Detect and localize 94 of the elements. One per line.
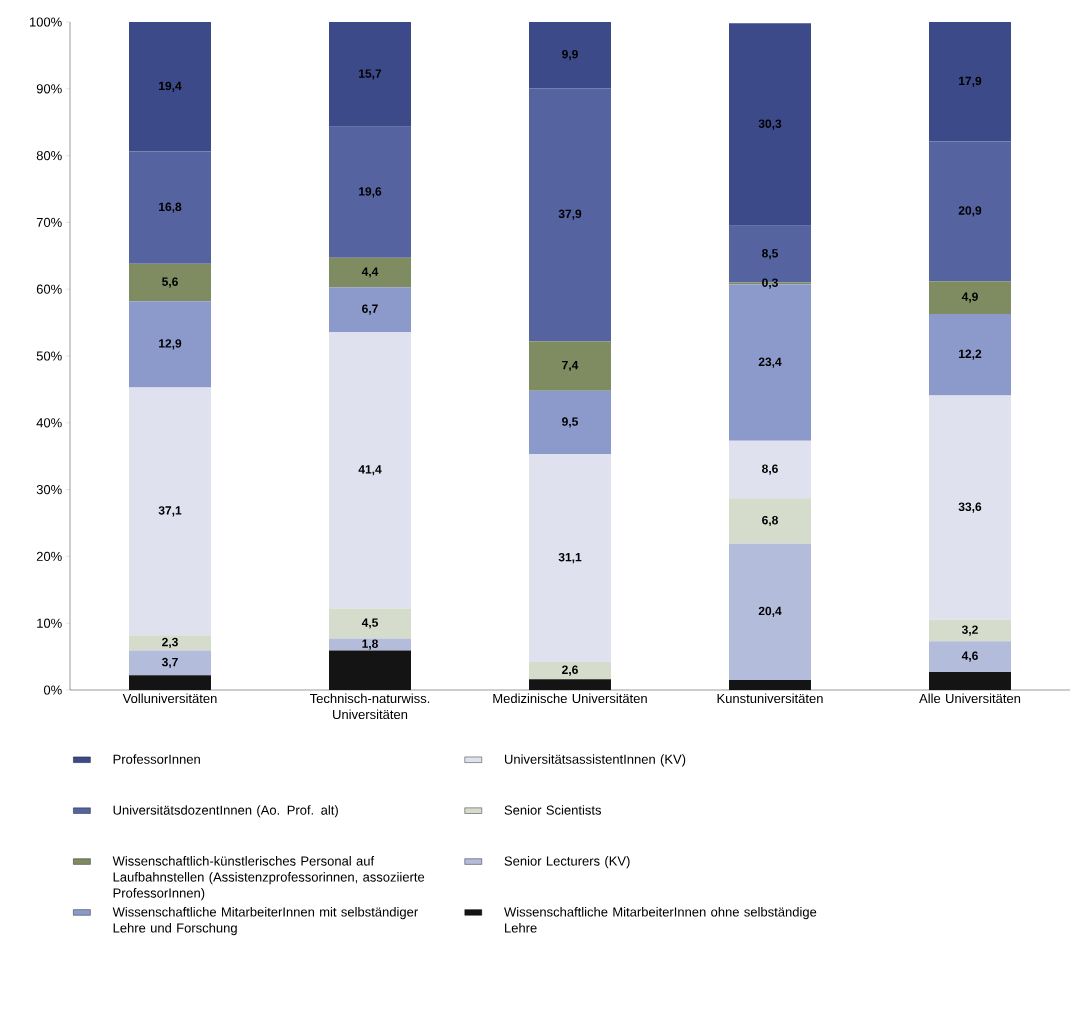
- data-label: 17,9: [959, 76, 982, 87]
- bar: [728, 440, 811, 499]
- bar: [129, 635, 211, 651]
- y-tick-label: 100%: [29, 17, 62, 27]
- data-label: 2,6: [562, 665, 578, 676]
- y-tick-label: 60%: [36, 284, 62, 294]
- bar: [329, 257, 411, 288]
- bar: [329, 331, 411, 609]
- x-tick-label: Technisch-naturwiss. Universitäten: [309, 693, 430, 720]
- legend-label: Senior Lecturers (KV): [504, 856, 630, 869]
- data-label: 2,3: [162, 637, 178, 649]
- data-label: 4,5: [361, 618, 379, 629]
- bar: [528, 88, 611, 342]
- y-tick-label: 70%: [36, 217, 62, 227]
- bar: [528, 21, 611, 89]
- bar: [528, 341, 611, 391]
- data-label: 5,6: [162, 277, 178, 288]
- legend-label: Wissenschaftlich-künstlerisches Personal auf Laufbahnstellen (Assistenzprofessorinnen, assoziierte ProfessorInnen): [112, 856, 425, 901]
- bar: [928, 21, 1011, 142]
- legend-label: UniversitätsdozentInnen (Ao. Prof. alt): [113, 805, 338, 818]
- y-tick-label: 40%: [36, 418, 62, 428]
- y-tick-label: 0%: [43, 685, 62, 695]
- data-label: 3,2: [961, 625, 978, 636]
- data-label: 9,9: [562, 49, 578, 61]
- x-tick-label: Medizinische Universitäten: [493, 693, 647, 704]
- bar: [329, 650, 411, 690]
- y-tick-label: 80%: [36, 150, 62, 161]
- data-label: 1,8: [362, 639, 378, 650]
- x-tick-label: Kunstuniversitäten: [717, 693, 823, 704]
- bar: [129, 151, 211, 264]
- bar: [928, 395, 1011, 620]
- x-tick-label: Volluniversitäten: [122, 693, 217, 704]
- bar: [329, 21, 411, 127]
- data-label: 37,1: [158, 506, 182, 517]
- data-label: 16,8: [159, 202, 182, 213]
- bar: [728, 498, 811, 544]
- data-label: 31,1: [558, 552, 582, 564]
- legend-label: Wissenschaftliche MitarbeiterInnen mit selbständiger Lehre und Forschung: [112, 907, 418, 936]
- bar: [528, 661, 611, 680]
- data-label: 4,6: [961, 651, 978, 662]
- legend-label: Senior Scientists: [504, 805, 602, 815]
- bar: [129, 650, 211, 676]
- y-tick-label: 90%: [36, 84, 62, 94]
- data-label: 0,3: [762, 278, 778, 289]
- data-label: 9,5: [562, 417, 578, 428]
- data-label: 33,6: [958, 502, 982, 513]
- data-label: 20,9: [958, 206, 982, 217]
- data-label: 6,7: [362, 304, 378, 315]
- legend-label: ProfessorInnen: [113, 754, 200, 764]
- bar: [728, 23, 811, 226]
- bar: [928, 641, 1011, 672]
- bar: [928, 671, 1011, 690]
- data-label: 8,6: [762, 464, 778, 475]
- bar: [928, 313, 1011, 396]
- data-label: 7,4: [562, 360, 579, 372]
- bar: [928, 619, 1011, 642]
- bar: [129, 263, 211, 302]
- bar: [528, 454, 611, 662]
- bar: [928, 141, 1011, 282]
- data-label: 23,4: [758, 357, 782, 368]
- bar: [329, 287, 411, 332]
- data-label: 20,4: [758, 606, 782, 617]
- data-label: 30,3: [758, 119, 782, 130]
- data-label: 12,2: [959, 349, 982, 360]
- y-tick-label: 20%: [36, 551, 62, 561]
- data-label: 19,6: [359, 187, 382, 198]
- bar: [129, 387, 211, 636]
- data-label: 37,9: [558, 209, 582, 220]
- data-label: 15,7: [359, 69, 382, 80]
- bar: [528, 679, 611, 690]
- y-tick-label: 50%: [36, 351, 62, 361]
- y-tick-label: 10%: [37, 618, 62, 628]
- bar: [728, 543, 811, 680]
- data-label: 19,4: [159, 81, 182, 92]
- legend-label: Wissenschaftliche MitarbeiterInnen ohne selbständige Lehre: [504, 907, 817, 933]
- bar: [528, 390, 611, 455]
- bar: [928, 281, 1011, 314]
- data-label: 4,9: [961, 292, 978, 303]
- bar: [129, 301, 211, 388]
- bar: [129, 21, 211, 152]
- data-label: 3,7: [161, 657, 178, 669]
- bar: [129, 675, 211, 690]
- bar: [329, 638, 411, 651]
- data-label: 6,8: [762, 515, 778, 527]
- data-label: 41,4: [358, 465, 382, 476]
- legend-label: UniversitätsassistentInnen (KV): [504, 754, 686, 767]
- y-tick-label: 30%: [36, 484, 62, 495]
- data-label: 4,4: [361, 267, 379, 278]
- bar: [728, 679, 811, 690]
- x-tick-label: Alle Universitäten: [919, 693, 1021, 704]
- bar: [329, 126, 411, 258]
- bar: [329, 608, 411, 639]
- data-label: 12,9: [159, 339, 182, 350]
- data-label: 8,5: [762, 249, 778, 260]
